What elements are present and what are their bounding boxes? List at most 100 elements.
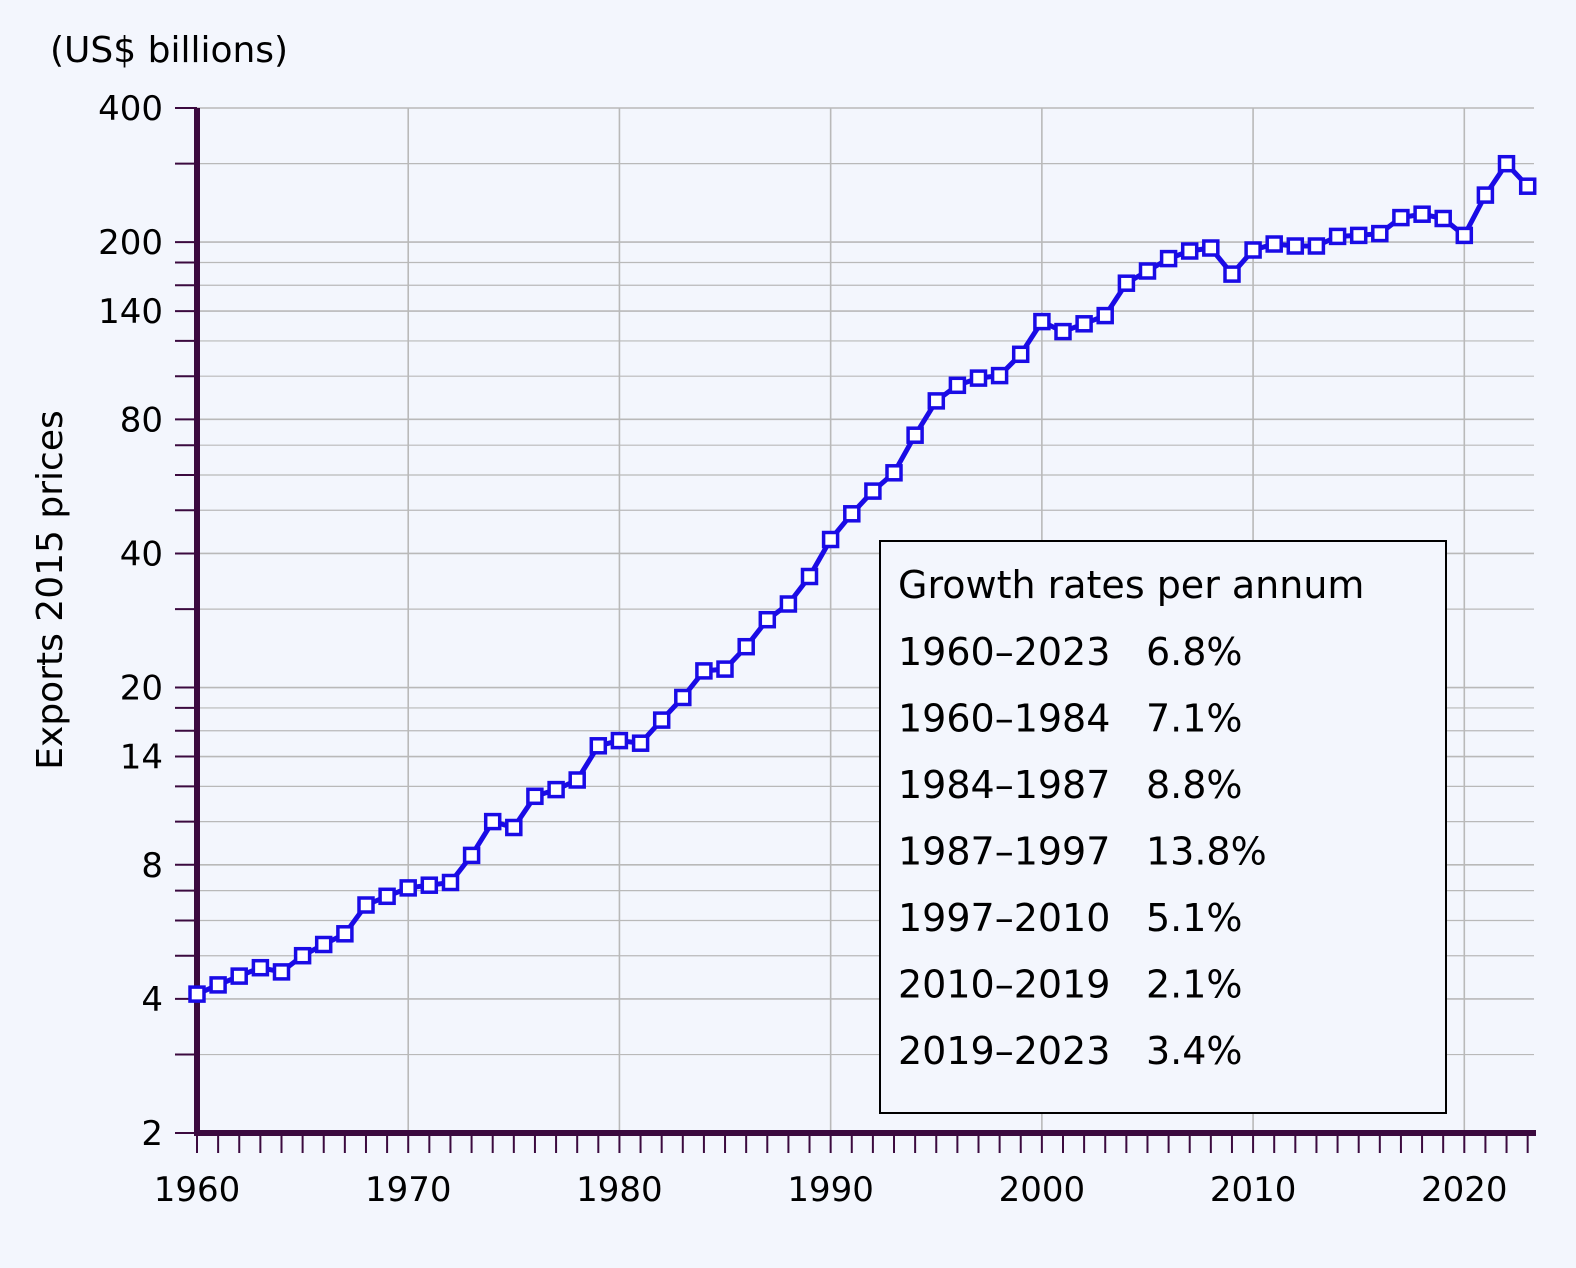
data-point-marker bbox=[1054, 322, 1072, 341]
data-point-marker bbox=[378, 887, 396, 906]
data-point-marker bbox=[420, 876, 439, 894]
x-tick-label: 2020 bbox=[1421, 1170, 1508, 1210]
data-point-marker bbox=[737, 637, 755, 656]
data-point-marker bbox=[1286, 237, 1305, 255]
y-tick-label: 400 bbox=[98, 89, 163, 129]
y-tick-label: 4 bbox=[141, 980, 163, 1020]
data-point-marker bbox=[1392, 208, 1410, 227]
data-point-marker bbox=[1328, 227, 1347, 246]
data-point-marker bbox=[1223, 265, 1241, 283]
axes-layer: 2 4 8 14 20 40 80 140 200 400 1960 1970 1980 1990 2000… bbox=[98, 89, 1536, 1210]
data-point-marker bbox=[716, 660, 734, 678]
legend-period: 1984–1987 bbox=[898, 763, 1110, 807]
legend-period: 2010–2019 bbox=[898, 963, 1110, 1007]
units-label: (US$ billions) bbox=[50, 30, 288, 71]
legend-rate: 6.8% bbox=[1146, 630, 1243, 674]
data-point-marker bbox=[1455, 226, 1474, 245]
data-point-marker bbox=[885, 464, 903, 482]
data-point-marker bbox=[357, 896, 375, 914]
data-point-marker bbox=[758, 610, 777, 629]
y-axis-label: Exports 2015 prices bbox=[30, 410, 71, 769]
data-point-marker bbox=[1497, 154, 1516, 173]
x-tick-label: 1970 bbox=[365, 1170, 452, 1210]
y-tick-label: 20 bbox=[120, 669, 163, 709]
exports-series-line bbox=[196, 161, 1530, 997]
y-tick-label: 2 bbox=[141, 1114, 163, 1154]
data-point-marker bbox=[927, 392, 946, 410]
x-tick-label: 1980 bbox=[576, 1170, 663, 1210]
data-point-marker bbox=[547, 780, 565, 799]
data-point-marker bbox=[293, 946, 312, 965]
data-point-marker bbox=[1371, 224, 1389, 243]
data-point-marker bbox=[272, 963, 291, 981]
data-point-marker bbox=[399, 879, 417, 897]
data-point-marker bbox=[251, 958, 270, 977]
data-point-marker bbox=[1244, 241, 1262, 259]
data-point-marker bbox=[1518, 177, 1537, 195]
data-point-marker bbox=[821, 530, 840, 549]
data-point-marker bbox=[1033, 312, 1051, 331]
legend-rate: 7.1% bbox=[1146, 697, 1243, 741]
data-point-marker bbox=[589, 737, 608, 755]
data-point-marker bbox=[230, 967, 248, 985]
legend-title: Growth rates per annum bbox=[898, 563, 1364, 607]
data-point-marker bbox=[1075, 315, 1093, 333]
data-point-marker bbox=[1138, 262, 1157, 280]
data-point-marker bbox=[843, 505, 861, 523]
data-point-marker bbox=[314, 935, 333, 954]
data-point-marker bbox=[948, 376, 967, 395]
data-point-marker bbox=[779, 595, 798, 613]
data-point-marker bbox=[483, 812, 502, 831]
data-point-marker bbox=[188, 985, 206, 1003]
data-point-marker bbox=[695, 662, 713, 680]
legend-box bbox=[879, 540, 1447, 1114]
legend-rate: 2.1% bbox=[1146, 963, 1243, 1007]
data-point-marker bbox=[610, 731, 629, 750]
data-point-marker bbox=[1434, 209, 1452, 228]
data-point-marker bbox=[441, 873, 460, 892]
legend-rate: 13.8% bbox=[1146, 830, 1267, 874]
data-point-marker bbox=[800, 567, 819, 586]
data-point-marker bbox=[1159, 249, 1178, 268]
x-tick-label: 1960 bbox=[154, 1170, 241, 1210]
growth-rates-legend: Growth rates per annum 1960–2023 6.8% 1960… bbox=[879, 540, 1447, 1114]
y-tick-label: 140 bbox=[98, 292, 163, 332]
data-point-marker bbox=[652, 711, 671, 729]
y-tick-label: 8 bbox=[141, 846, 163, 886]
legend-rate: 3.4% bbox=[1146, 1029, 1243, 1073]
legend-rate: 5.1% bbox=[1146, 896, 1243, 940]
legend-rate: 8.8% bbox=[1146, 763, 1243, 807]
x-tick-label: 1990 bbox=[787, 1170, 874, 1210]
data-point-marker bbox=[336, 925, 354, 943]
data-point-marker bbox=[969, 369, 988, 387]
data-point-marker bbox=[1265, 235, 1283, 253]
y-tick-label: 200 bbox=[98, 223, 163, 263]
legend-period: 1987–1997 bbox=[898, 830, 1110, 874]
data-point-marker bbox=[505, 818, 523, 837]
data-point-marker bbox=[674, 688, 692, 707]
data-point-marker bbox=[1476, 186, 1495, 204]
data-point-marker bbox=[906, 426, 924, 444]
legend-period: 1960–1984 bbox=[898, 697, 1110, 741]
data-point-marker bbox=[568, 771, 586, 789]
data-point-marker bbox=[462, 846, 481, 865]
data-point-marker bbox=[1413, 205, 1431, 223]
data-point-marker bbox=[1117, 274, 1136, 292]
data-point-marker bbox=[526, 787, 544, 806]
data-point-marker bbox=[1011, 345, 1030, 364]
y-tick-label: 80 bbox=[120, 400, 163, 440]
data-point-marker bbox=[1096, 306, 1114, 325]
x-tick-label: 2000 bbox=[999, 1170, 1086, 1210]
y-tick-label: 14 bbox=[120, 738, 163, 778]
data-point-marker bbox=[1202, 239, 1220, 257]
data-point-marker bbox=[1307, 237, 1326, 255]
data-point-marker bbox=[1349, 226, 1368, 245]
x-tick-label: 2010 bbox=[1210, 1170, 1297, 1210]
data-point-marker bbox=[1180, 242, 1199, 260]
data-point-marker bbox=[990, 366, 1009, 385]
legend-period: 1960–2023 bbox=[898, 630, 1110, 674]
legend-period: 2019–2023 bbox=[898, 1029, 1110, 1073]
legend-period: 1997–2010 bbox=[898, 896, 1110, 940]
data-point-marker bbox=[209, 976, 227, 994]
